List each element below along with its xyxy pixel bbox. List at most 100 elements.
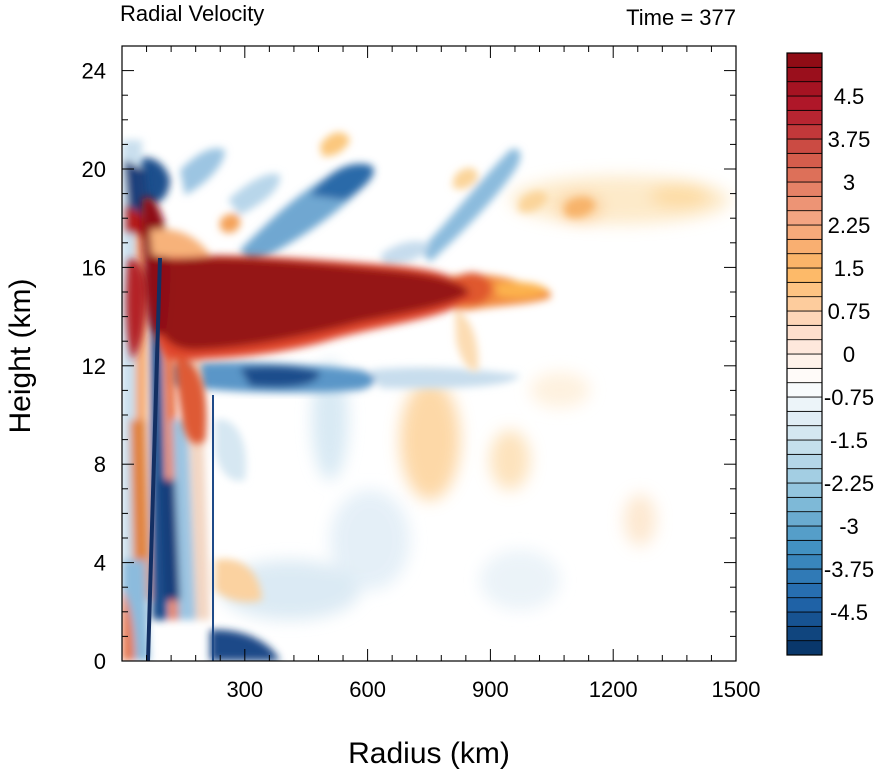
field-blob [480, 550, 560, 610]
colorbar-box [786, 52, 823, 68]
y-tick-label: 0 [94, 649, 106, 674]
colorbar-box [786, 582, 823, 599]
colorbar-box [786, 339, 823, 355]
x-tick-label: 1200 [589, 677, 638, 702]
field-blob [490, 430, 530, 490]
upper-warm-patch [220, 213, 241, 233]
colorbar-frame [786, 52, 823, 656]
upper-inflow-band [380, 241, 430, 266]
field-blob [650, 184, 710, 208]
y-tick-label: 20 [82, 157, 106, 182]
outflow-tail [495, 282, 548, 298]
colorbar-box [786, 238, 823, 255]
outflow-jet-fringe [150, 229, 210, 258]
y-tick-label: 24 [82, 59, 106, 84]
upper-inflow-band [420, 148, 521, 262]
core-band [160, 480, 180, 600]
colorbar-box [786, 324, 823, 341]
colorbar-label: 3 [843, 170, 855, 195]
colorbar-box [786, 253, 823, 269]
x-axis-label: Radius (km) [348, 737, 510, 770]
y-tick-label: 4 [94, 551, 106, 576]
colorbar-box [786, 468, 823, 484]
colorbar-box [786, 410, 823, 427]
colorbar-box [786, 152, 823, 169]
colorbar-label: -2.25 [824, 471, 874, 496]
colorbar-box [786, 525, 823, 541]
outflow-jet [156, 257, 470, 350]
colorbar-label: 2.25 [828, 213, 871, 238]
inflow-below-outflow [370, 367, 520, 389]
colorbar-label: -1.5 [830, 428, 868, 453]
x-tick-label: 600 [349, 677, 386, 702]
upper-inflow-band [180, 148, 225, 195]
colorbar-box [786, 109, 823, 126]
upper-warm-patch [452, 167, 478, 190]
colorbar-box [786, 81, 823, 97]
colorbar-label: -4.5 [830, 600, 868, 625]
colorbar-box [786, 611, 823, 627]
field-blob [530, 372, 590, 408]
colorbar-label: 3.75 [828, 127, 871, 152]
upper-warm-patch [565, 197, 595, 218]
core-band [215, 559, 262, 602]
colorbar: 4.5 3.75 3 2.25 1.5 0.75 0 -0.75 -1.5 -2.25 -3 -3.7… [786, 52, 874, 656]
upper-inflow-band [310, 163, 374, 200]
colorbar-box [786, 267, 823, 283]
outflow-jet [125, 259, 146, 360]
colorbar-box [786, 296, 823, 312]
eyewall-edge [146, 258, 162, 661]
colorbar-box [786, 195, 823, 212]
colorbar-box [786, 138, 823, 154]
colorbar-box [786, 367, 823, 384]
y-axis-label: Height (km) [4, 278, 37, 433]
core-band [122, 590, 135, 661]
core-band [215, 419, 246, 481]
colorbar-box [786, 496, 823, 513]
y-tick-label: 12 [82, 354, 106, 379]
colorbar-box [786, 66, 823, 83]
colorbar-label: -0.75 [824, 385, 874, 410]
chart-title: Radial Velocity [120, 1, 264, 26]
core-band [130, 420, 150, 600]
colorbar-label: 4.5 [834, 84, 865, 109]
colorbar-box [786, 224, 823, 240]
upper-warm-patch [320, 132, 350, 157]
colorbar-box [786, 539, 823, 556]
colorbar-box [786, 167, 823, 183]
colorbar-box [786, 353, 823, 369]
y-tick-label: 16 [82, 255, 106, 280]
colorbar-box [786, 124, 823, 140]
x-tick-label: 300 [226, 677, 263, 702]
colorbar-box [786, 482, 823, 498]
colorbar-box [786, 439, 823, 455]
core-band [210, 629, 280, 661]
time-label: Time = 377 [626, 5, 736, 30]
upper-inflow-band [228, 173, 281, 215]
plot-frame [121, 45, 737, 662]
colorbar-label: 1.5 [834, 256, 865, 281]
colorbar-box [786, 597, 823, 613]
colorbar-box [786, 425, 823, 441]
colorbar-label: 0 [843, 342, 855, 367]
colorbar-box [786, 310, 823, 326]
colorbar-label: 0.75 [828, 299, 871, 324]
colorbar-box [786, 640, 823, 656]
outflow-jet-fringe [174, 355, 207, 444]
x-tick-label: 900 [472, 677, 509, 702]
x-tick-label: 1500 [712, 677, 761, 702]
inflow-below-outflow [240, 365, 320, 388]
field-blob [400, 380, 460, 500]
outflow-jet-fringe [455, 310, 479, 371]
colorbar-box [786, 568, 823, 584]
colorbar-box [786, 625, 823, 642]
y-tick-label: 8 [94, 452, 106, 477]
colorbar-box [786, 396, 823, 412]
colorbar-box [786, 281, 823, 298]
field-blob [330, 490, 410, 590]
x-axis: 300 600 900 1200 1500 [121, 46, 761, 702]
upper-warm-patch [518, 191, 548, 213]
y-axis: 0 4 8 12 16 20 24 [82, 45, 736, 674]
colorbar-label: -3.75 [824, 557, 874, 582]
